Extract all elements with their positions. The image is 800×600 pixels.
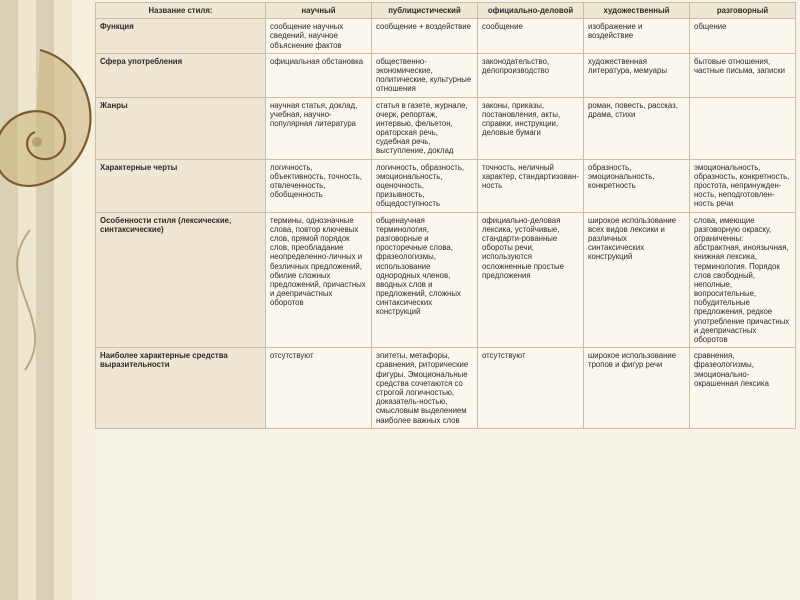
table-cell: отсутствуют <box>266 348 372 429</box>
table-cell: эпитеты, метафоры, сравнения, риторическ… <box>372 348 478 429</box>
table-cell: сообщение научных сведений, научное объя… <box>266 19 372 54</box>
table-cell: сообщение + воздействие <box>372 19 478 54</box>
table-cell: слова, имеющие разговорную окраску, огра… <box>690 212 796 348</box>
row-label: Жанры <box>96 97 266 159</box>
table-cell: термины, однозначные слова, повтор ключе… <box>266 212 372 348</box>
table-cell: научная статья, доклад, учебная, научно-… <box>266 97 372 159</box>
row-label: Сфера употребления <box>96 53 266 97</box>
col-header: художественный <box>584 3 690 19</box>
table-row: Наиболее характерные средства выразитель… <box>96 348 796 429</box>
table-cell: образность, эмоциональность, конкретност… <box>584 159 690 212</box>
table-cell: сравнения, фразеологизмы, эмоционально-о… <box>690 348 796 429</box>
styles-table-panel: Название стиля: научный публицистический… <box>95 2 795 429</box>
table-cell: официально-деловая лексика, устойчивые, … <box>478 212 584 348</box>
col-header: официально-деловой <box>478 3 584 19</box>
table-cell: логичность, объективность, точность, отв… <box>266 159 372 212</box>
table-row: Жанрынаучная статья, доклад, учебная, на… <box>96 97 796 159</box>
row-label: Наиболее характерные средства выразитель… <box>96 348 266 429</box>
table-cell: изображение и воздействие <box>584 19 690 54</box>
table-row: Сфера употребленияофициальная обстановка… <box>96 53 796 97</box>
table-cell: художественная литература, мемуары <box>584 53 690 97</box>
row-label: Характерные черты <box>96 159 266 212</box>
table-cell: точность, неличный характер, стандартизо… <box>478 159 584 212</box>
decorative-sidebar <box>0 0 95 600</box>
table-cell: общественно-экономические, политические,… <box>372 53 478 97</box>
table-row: Особенности стиля (лексические, синтакси… <box>96 212 796 348</box>
table-cell: официальная обстановка <box>266 53 372 97</box>
styles-table: Название стиля: научный публицистический… <box>95 2 796 429</box>
table-cell: общенаучная терминология, разговорные и … <box>372 212 478 348</box>
table-cell <box>690 97 796 159</box>
table-cell: эмоциональность, образность, конкретност… <box>690 159 796 212</box>
table-cell: законодательство, делопроизводство <box>478 53 584 97</box>
col-header: публицистический <box>372 3 478 19</box>
table-cell: широкое использование тропов и фигур реч… <box>584 348 690 429</box>
col-header: разговорный <box>690 3 796 19</box>
table-cell: законы, приказы, постановления, акты, сп… <box>478 97 584 159</box>
table-cell: широкое использование всех видов лексики… <box>584 212 690 348</box>
table-cell: общение <box>690 19 796 54</box>
table-cell: отсутствуют <box>478 348 584 429</box>
table-cell: бытовые отношения, частные письма, запис… <box>690 53 796 97</box>
col-header: Название стиля: <box>96 3 266 19</box>
row-label: Особенности стиля (лексические, синтакси… <box>96 212 266 348</box>
table-cell: сообщение <box>478 19 584 54</box>
table-cell: логичность, образность, эмоциональность,… <box>372 159 478 212</box>
table-cell: статья в газете, журнале, очерк, репорта… <box>372 97 478 159</box>
table-header-row: Название стиля: научный публицистический… <box>96 3 796 19</box>
row-label: Функция <box>96 19 266 54</box>
table-body: Функциясообщение научных сведений, научн… <box>96 19 796 429</box>
table-cell: роман, повесть, рассказ, драма, стихи <box>584 97 690 159</box>
table-row: Функциясообщение научных сведений, научн… <box>96 19 796 54</box>
col-header: научный <box>266 3 372 19</box>
table-row: Характерные чертылогичность, объективнос… <box>96 159 796 212</box>
